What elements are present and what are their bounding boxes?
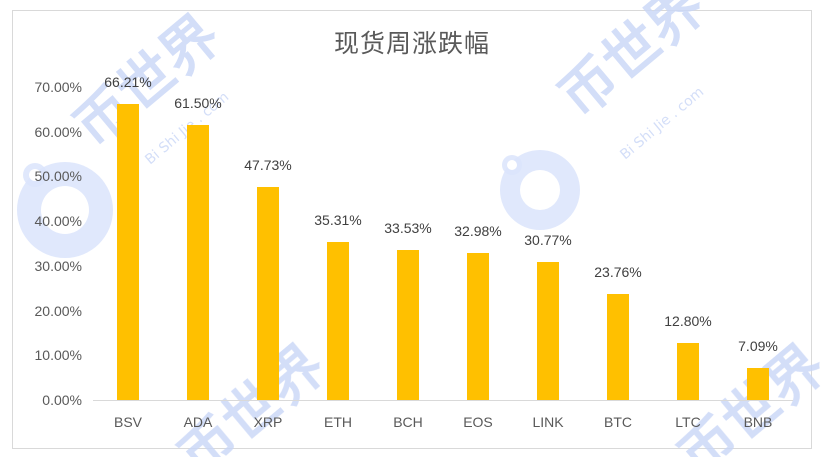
x-tick-label: EOS [463,414,493,430]
data-label: 61.50% [174,95,222,111]
y-tick-label: 0.00% [42,392,82,408]
data-label: 66.21% [104,73,152,90]
bar-xrp [257,186,279,400]
y-tick-label: 20.00% [34,302,82,319]
y-tick-label: 40.00% [34,213,82,230]
x-tick-label: BTC [604,414,632,430]
data-label: 30.77% [524,232,572,249]
data-label: 35.31% [314,212,362,229]
x-tick-label: BCH [393,414,423,430]
data-label: 47.73% [244,156,292,173]
bar-bsv [117,103,139,400]
bar-ltc [677,342,699,400]
data-label: 7.09% [738,338,778,355]
bar-ada [187,125,209,400]
x-tick-label: LTC [675,414,701,430]
data-label: 12.80% [664,312,712,329]
data-label: 23.76% [594,263,642,280]
x-tick-label: XRP [253,414,283,430]
y-tick-label: 50.00% [34,168,82,185]
y-tick-label: 70.00% [34,79,82,95]
x-axis-line [93,400,793,401]
x-tick-label: BNB [743,414,773,430]
bar-eos [467,252,489,400]
x-tick-label: ADA [183,414,213,430]
y-tick-label: 10.00% [34,347,82,364]
x-tick-label: ETH [324,414,352,430]
bar-link [537,262,559,400]
y-tick-label: 30.00% [34,257,82,274]
data-label: 32.98% [454,222,502,239]
bar-bnb [747,368,769,400]
bar-btc [607,293,629,400]
x-tick-label: LINK [532,414,564,430]
x-tick-label: BSV [113,414,142,430]
bar-eth [327,242,349,400]
chart-title: 现货周涨跌幅 [333,29,490,58]
bar-bch [397,250,419,400]
y-tick-label: 60.00% [34,123,82,140]
data-label: 33.53% [384,220,432,237]
